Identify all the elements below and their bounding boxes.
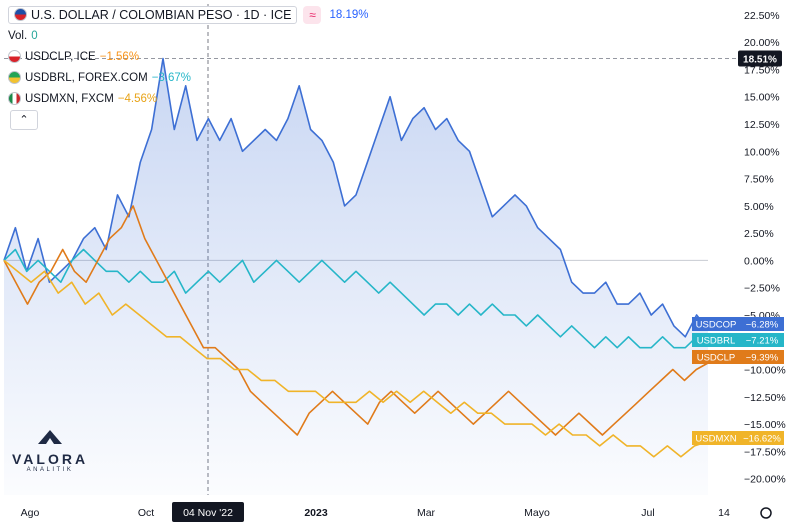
- series-end-badge: USDBRL −7.21%: [692, 333, 784, 347]
- x-tick-label: Ago: [21, 507, 40, 519]
- valora-logo: VALORA ANALITIK: [12, 428, 88, 473]
- y-tick-label: 17.50%: [744, 64, 780, 76]
- badge-name-bg: [692, 333, 740, 347]
- badge-name: USDBRL: [697, 336, 736, 347]
- volume-value: 0: [31, 29, 38, 42]
- settings-icon[interactable]: [760, 507, 772, 519]
- legend-series-row[interactable]: USDCLP, ICE −1.56%: [8, 46, 369, 67]
- y-tick-label: 0.00%: [744, 255, 774, 267]
- x-tick-label: 2023: [304, 507, 328, 519]
- x-tick-label: Mayo: [524, 507, 550, 519]
- badge-value-bg: [740, 333, 784, 347]
- volume-label: Vol.: [8, 29, 28, 42]
- y-tick-label: 20.00%: [744, 37, 780, 49]
- y-tick-label: 12.50%: [744, 119, 780, 131]
- series-end-badge: USDCLP −9.39%: [692, 350, 784, 364]
- y-tick-label: 10.00%: [744, 146, 780, 158]
- badge-value-bg: [740, 431, 784, 445]
- badge-name-bg: [692, 431, 740, 445]
- crosshair-date-bg: [172, 502, 244, 522]
- series-line: [3, 205, 709, 436]
- valora-logo-icon: [38, 430, 62, 444]
- volume-row: Vol. 0: [8, 25, 369, 46]
- badge-name: USDCOP: [696, 320, 737, 331]
- logo-name: VALORA: [12, 451, 89, 467]
- cl-flag-icon: [8, 50, 21, 63]
- badge-value: −6.28%: [746, 320, 779, 331]
- x-tick-label: 14: [718, 507, 730, 519]
- symbol-title-box[interactable]: U.S. DOLLAR / COLOMBIAN PESO · 1D · ICE: [8, 5, 298, 24]
- high-badge-label: 18.51%: [743, 54, 777, 65]
- series-line: [3, 259, 709, 458]
- series-end-badge: USDMXN −16.62%: [692, 431, 784, 445]
- legend-series-row[interactable]: USDBRL, FOREX.COM −3.67%: [8, 67, 369, 88]
- series-change: −1.56%: [99, 50, 140, 63]
- series-area-fill: [4, 58, 708, 495]
- symbol-title: U.S. DOLLAR / COLOMBIAN PESO · 1D · ICE: [31, 7, 292, 22]
- series-line: [3, 248, 709, 349]
- y-tick-label: −17.50%: [744, 446, 786, 458]
- series-label: USDCLP, ICE: [25, 50, 96, 63]
- y-tick-label: −10.00%: [744, 365, 786, 377]
- legend-main-row: U.S. DOLLAR / COLOMBIAN PESO · 1D · ICE …: [8, 4, 369, 25]
- y-tick-label: 7.50%: [744, 174, 774, 186]
- legend: U.S. DOLLAR / COLOMBIAN PESO · 1D · ICE …: [8, 4, 369, 109]
- y-tick-label: −12.50%: [744, 392, 786, 404]
- series-end-badge: USDCOP −6.28%: [692, 317, 784, 331]
- series-label: USDMXN, FXCM: [25, 92, 114, 105]
- y-tick-label: −20.00%: [744, 474, 786, 486]
- badge-name-bg: [692, 317, 740, 331]
- x-tick-label: Jul: [641, 507, 654, 519]
- high-badge-bg: [738, 50, 782, 67]
- badge-value: −9.39%: [746, 353, 779, 364]
- badge-name-bg: [692, 350, 740, 364]
- y-tick-label: 15.00%: [744, 92, 780, 104]
- y-tick-label: 2.50%: [744, 228, 774, 240]
- main-change: 18.19%: [329, 8, 369, 21]
- x-tick-label: Mar: [417, 507, 436, 519]
- br-flag-icon: [8, 71, 21, 84]
- badge-name: USDMXN: [695, 434, 736, 445]
- series-change: −3.67%: [151, 71, 192, 84]
- series-change: −4.56%: [117, 92, 158, 105]
- badge-name: USDCLP: [697, 353, 736, 364]
- legend-series-row[interactable]: USDMXN, FXCM −4.56%: [8, 88, 369, 109]
- series-label: USDBRL, FOREX.COM: [25, 71, 148, 84]
- badge-value-bg: [740, 350, 784, 364]
- collapse-legend-button[interactable]: ⌃: [10, 110, 38, 130]
- crosshair-date-label: 04 Nov '22: [183, 507, 233, 519]
- x-tick-label: Oct: [138, 507, 154, 519]
- logo-subtitle: ANALITIK: [26, 467, 74, 473]
- compare-icon[interactable]: ≈: [303, 5, 322, 24]
- mx-flag-icon: [8, 92, 21, 105]
- badge-value: −16.62%: [743, 434, 781, 445]
- series-line: [3, 57, 709, 338]
- badge-value-bg: [740, 317, 784, 331]
- badge-value: −7.21%: [746, 336, 779, 347]
- y-tick-label: 22.50%: [744, 10, 780, 22]
- y-tick-label: −15.00%: [744, 419, 786, 431]
- y-tick-label: 5.00%: [744, 201, 774, 213]
- us-flag-icon: [14, 8, 27, 21]
- y-tick-label: −2.50%: [744, 283, 780, 295]
